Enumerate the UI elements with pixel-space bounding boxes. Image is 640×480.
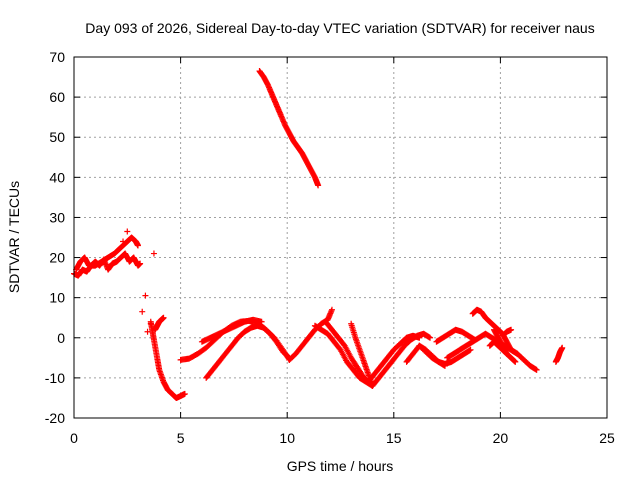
y-tick-label: 10 (49, 290, 65, 306)
series-arc-mid-high (198, 316, 265, 345)
data-point (508, 326, 515, 333)
data-point (120, 238, 127, 245)
data-point (258, 318, 265, 325)
series-arc-dip (147, 318, 188, 401)
y-axis-label: SDTVAR / TECUs (6, 181, 22, 293)
x-tick-label: 5 (177, 430, 185, 446)
axis-ticks: 0 5 10 15 20 25 -20 -10 0 10 20 30 40 50 60 70 (45, 49, 615, 446)
data-point (467, 346, 474, 353)
plot-frame (73, 56, 608, 419)
data-point (559, 344, 566, 351)
x-tick-label: 15 (386, 430, 402, 446)
data-point (328, 306, 335, 313)
y-tick-label: 40 (49, 169, 65, 185)
x-axis-label: GPS time / hours (287, 458, 394, 474)
series-arc-late-spike (433, 326, 478, 345)
data-point (144, 328, 151, 335)
series-arc-high-drop (256, 68, 322, 189)
data-point (533, 366, 540, 373)
series-arc-early-low (71, 250, 144, 279)
x-tick-label: 20 (493, 430, 509, 446)
series-arc-early-high (73, 234, 141, 273)
series-arc-rise-to-peak (152, 314, 167, 333)
y-tick-label: 70 (49, 49, 65, 65)
data-point (512, 358, 519, 365)
data-point (503, 350, 510, 357)
x-tick-label: 0 (70, 430, 78, 446)
data-point (416, 334, 423, 341)
data-point (471, 336, 478, 343)
x-tick-label: 10 (279, 430, 295, 446)
data-point (427, 334, 434, 341)
y-tick-label: -10 (45, 370, 65, 386)
data-point (137, 260, 144, 267)
series-arc-late-short (486, 338, 510, 357)
y-tick-label: 20 (49, 250, 65, 266)
series-arc-last (552, 344, 566, 365)
y-tick-label: 30 (49, 209, 65, 225)
y-tick-label: 0 (57, 330, 65, 346)
data-point (142, 292, 149, 299)
data-point (134, 242, 141, 249)
data-point (160, 314, 167, 321)
y-tick-label: 50 (49, 129, 65, 145)
data-point (181, 390, 188, 397)
x-tick-label: 25 (599, 430, 615, 446)
data-point (441, 362, 448, 369)
data-point (124, 228, 131, 235)
chart-title: Day 093 of 2026, Sidereal Day-to-day VTE… (85, 20, 594, 36)
series-arc-recovery-b (365, 332, 423, 385)
series-arc-end (501, 342, 540, 373)
y-tick-label: 60 (49, 89, 65, 105)
series-arc-late-up (499, 326, 515, 339)
y-tick-label: -20 (45, 410, 65, 426)
series-arc-mid-low (203, 322, 293, 381)
series-arc-second-decline-b (322, 318, 374, 387)
data-point (150, 250, 157, 257)
data-point (315, 182, 322, 189)
data-points (71, 68, 566, 401)
series-arc-third-b (403, 342, 448, 369)
data-point (139, 308, 146, 315)
